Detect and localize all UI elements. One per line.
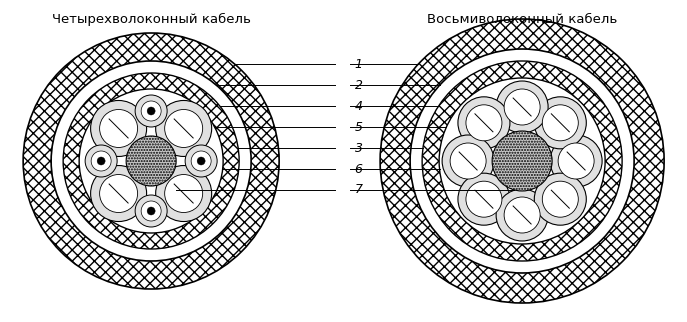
Circle shape [496,189,548,241]
Circle shape [91,166,146,222]
Circle shape [156,100,212,156]
Circle shape [534,97,586,149]
Circle shape [135,95,167,127]
Circle shape [439,78,605,244]
Circle shape [534,173,586,225]
Circle shape [550,135,602,187]
Circle shape [185,145,217,177]
Circle shape [197,157,205,165]
Circle shape [542,181,578,217]
Circle shape [450,143,486,179]
Circle shape [466,181,502,217]
Circle shape [51,61,251,261]
Circle shape [542,105,578,141]
Circle shape [458,97,510,149]
Circle shape [91,151,111,171]
Circle shape [410,49,634,273]
Circle shape [492,131,552,191]
Circle shape [100,175,137,213]
Circle shape [458,173,510,225]
Circle shape [558,143,594,179]
Circle shape [23,33,279,289]
Text: Четырехволоконный кабель: Четырехволоконный кабель [52,13,251,26]
Circle shape [147,107,155,115]
Text: 6: 6 [354,163,363,175]
Circle shape [100,109,137,147]
Circle shape [97,157,105,165]
Circle shape [496,81,548,133]
Circle shape [442,135,494,187]
Circle shape [126,136,176,186]
Circle shape [135,195,167,227]
Circle shape [466,105,502,141]
Text: 2: 2 [354,79,363,92]
Text: Восьмиволоконный кабель: Восьмиволоконный кабель [427,13,617,26]
Circle shape [79,89,223,233]
Circle shape [141,101,161,121]
Circle shape [141,201,161,221]
Circle shape [504,89,540,125]
Text: 4: 4 [354,100,363,113]
Text: 7: 7 [354,184,363,196]
Circle shape [504,197,540,233]
Circle shape [191,151,211,171]
Circle shape [63,73,239,249]
Circle shape [147,207,155,215]
Text: 3: 3 [354,142,363,155]
Circle shape [165,175,203,213]
Circle shape [380,19,664,303]
Circle shape [422,61,622,261]
Text: 1: 1 [354,58,363,71]
Circle shape [165,109,203,147]
Circle shape [156,166,212,222]
Text: 5: 5 [354,121,363,134]
Circle shape [85,145,117,177]
Circle shape [91,100,146,156]
